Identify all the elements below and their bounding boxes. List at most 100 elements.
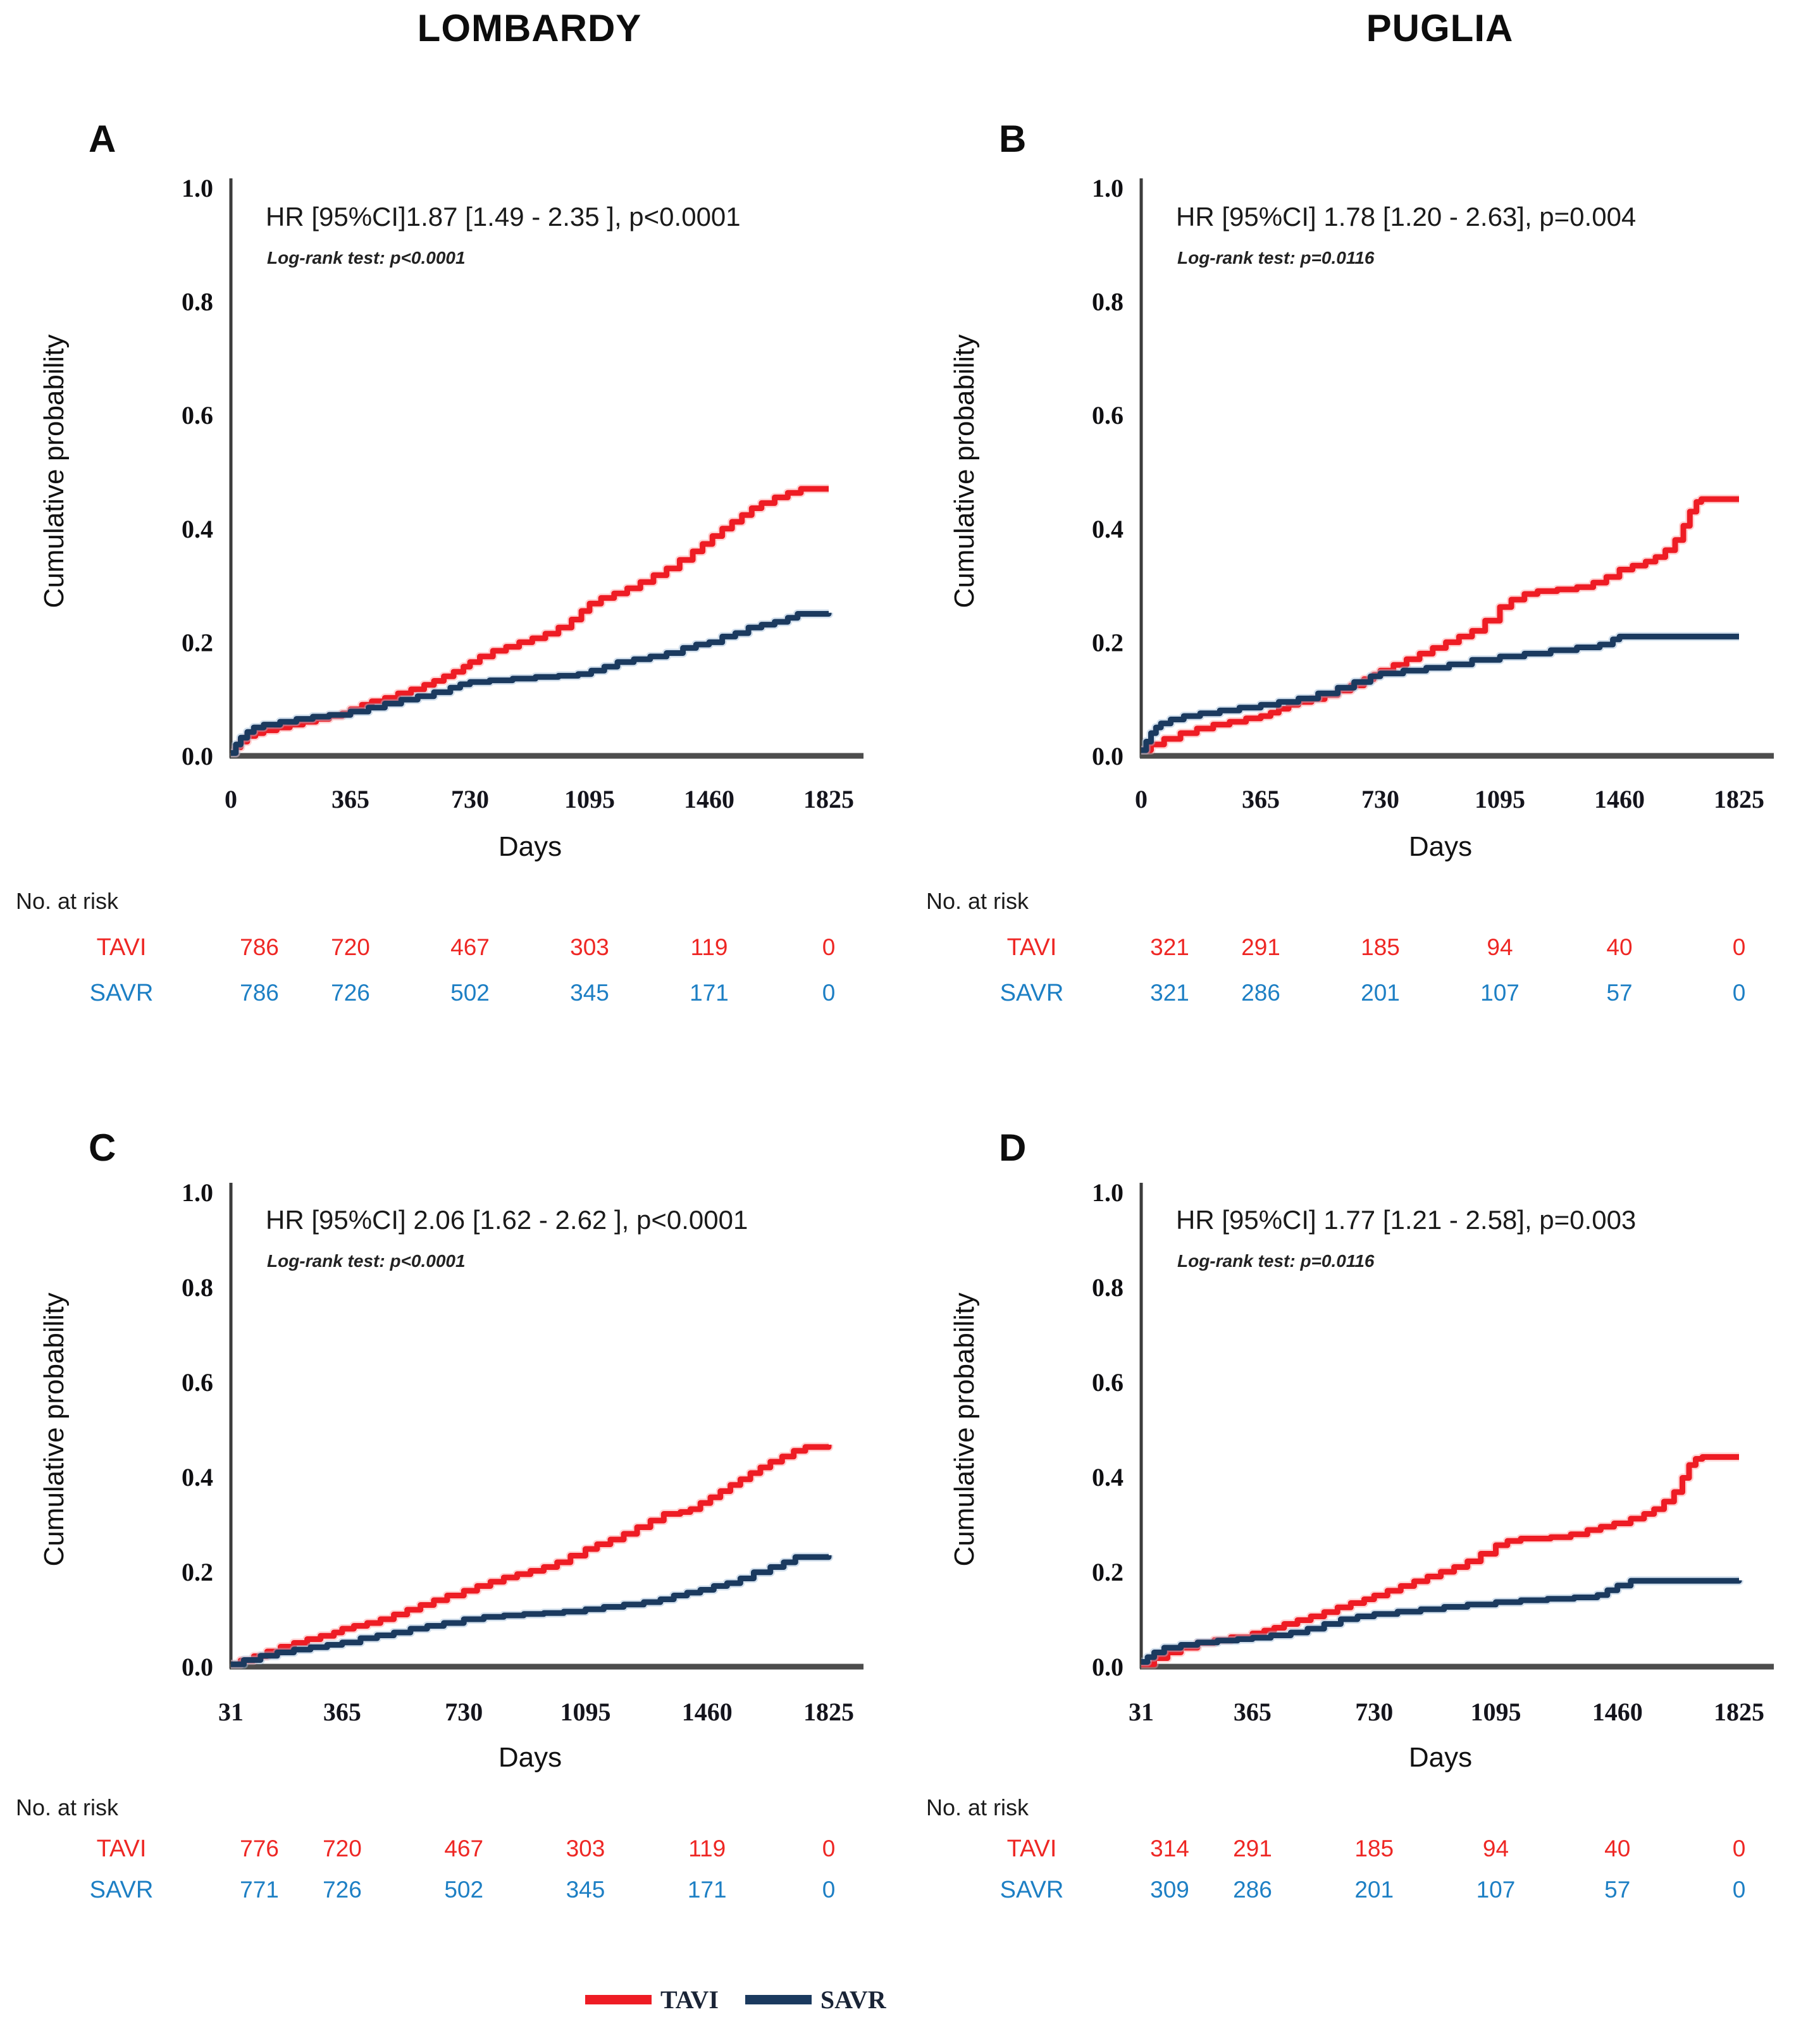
risk-count: 201 — [1354, 1877, 1394, 1903]
risk-count: 291 — [1241, 934, 1280, 960]
savr-curve — [1141, 633, 1739, 753]
x-tick-label: 1460 — [682, 1698, 733, 1726]
y-tick-label: 0.0 — [182, 1653, 213, 1681]
risk-table-title: No. at risk — [16, 888, 119, 914]
risk-count: 720 — [331, 934, 370, 960]
risk-count: 185 — [1361, 934, 1400, 960]
risk-table-title: No. at risk — [926, 888, 1029, 914]
risk-count: 57 — [1604, 1877, 1630, 1903]
risk-table-title: No. at risk — [16, 1794, 119, 1820]
savr-curve — [231, 611, 832, 756]
x-tick-label: 0 — [1135, 785, 1148, 813]
risk-count: 171 — [688, 1877, 727, 1903]
savr-curve-halo — [1141, 1576, 1743, 1667]
x-tick-label: 1825 — [1714, 785, 1764, 813]
x-tick-label: 730 — [451, 785, 489, 813]
panel-letter: C — [89, 1126, 116, 1169]
risk-count: 303 — [566, 1836, 605, 1861]
risk-row-label-tavi: TAVI — [1007, 1836, 1057, 1862]
tavi-curve — [1141, 1454, 1739, 1667]
risk-count: 286 — [1241, 980, 1280, 1006]
panel-letter: B — [999, 118, 1026, 160]
y-tick-label: 0.6 — [182, 401, 213, 429]
savr-legend-label: SAVR — [820, 1985, 886, 2014]
y-tick-label: 1.0 — [1092, 1178, 1124, 1207]
x-tick-label: 31 — [1129, 1698, 1154, 1726]
risk-count: 720 — [323, 1836, 362, 1861]
panel-A: A Cumulative probability HR [95%CI]1.87 … — [16, 118, 864, 1006]
y-tick-label: 0.4 — [1092, 515, 1124, 543]
tavi-curve — [231, 1444, 832, 1667]
risk-count: 786 — [240, 934, 279, 960]
x-axis-title: Days — [1409, 831, 1472, 862]
risk-row-label-tavi: TAVI — [97, 1836, 147, 1862]
x-tick-label: 1460 — [1592, 1698, 1643, 1726]
risk-count: 345 — [566, 1877, 605, 1903]
risk-row-label-tavi: TAVI — [97, 934, 147, 961]
tavi-legend-label: TAVI — [660, 1985, 719, 2014]
risk-row-label-savr: SAVR — [1000, 1877, 1064, 1903]
risk-count: 309 — [1150, 1877, 1189, 1903]
x-tick-label: 1095 — [564, 785, 615, 813]
risk-count: 0 — [822, 934, 836, 960]
savr-curve-halo — [1141, 632, 1739, 755]
x-axis-title: Days — [498, 831, 562, 862]
km-plot: 0.0 0.2 0.4 0.6 0.8 1.0 0 365 730 1095 1460 1825 786… — [182, 174, 864, 1006]
y-tick-label: 0.8 — [182, 288, 213, 316]
x-tick-label: 1825 — [803, 785, 854, 813]
y-tick-label: 0.2 — [1092, 1558, 1124, 1586]
risk-count: 94 — [1483, 1836, 1509, 1861]
risk-count: 171 — [690, 980, 729, 1006]
tavi-curve — [1141, 496, 1739, 753]
risk-count: 321 — [1150, 980, 1189, 1006]
risk-count: 467 — [450, 934, 490, 960]
y-tick-label: 0.8 — [1092, 288, 1124, 316]
km-plot: 0.0 0.2 0.4 0.6 0.8 1.0 0 365 730 1095 1460 1825 321… — [1092, 174, 1774, 1006]
x-tick-label: 1460 — [1594, 785, 1645, 813]
logrank-annotation: Log-rank test: p<0.0001 — [267, 1251, 466, 1271]
x-tick-label: 365 — [1242, 785, 1280, 813]
risk-count: 286 — [1233, 1877, 1272, 1903]
hr-annotation: HR [95%CI] 2.06 [1.62 - 2.62 ], p<0.0001 — [266, 1205, 748, 1235]
column-title-lombardy: LOMBARDY — [417, 7, 642, 49]
risk-count: 786 — [240, 980, 279, 1006]
y-tick-label: 0.0 — [182, 742, 213, 770]
y-tick-label: 0.2 — [182, 628, 213, 657]
x-tick-label: 1460 — [684, 785, 734, 813]
risk-count: 0 — [822, 980, 836, 1006]
risk-count: 303 — [570, 934, 609, 960]
hr-annotation: HR [95%CI]1.87 [1.49 - 2.35 ], p<0.0001 — [266, 202, 741, 231]
risk-count: 726 — [331, 980, 370, 1006]
risk-count: 321 — [1150, 934, 1189, 960]
y-tick-label: 0.4 — [182, 1463, 213, 1491]
x-tick-label: 0 — [225, 785, 237, 813]
savr-line-swatch — [745, 1995, 812, 2004]
legend-item-tavi: TAVI — [585, 1985, 719, 2015]
x-tick-label: 1825 — [1714, 1698, 1764, 1726]
risk-count: 345 — [570, 980, 609, 1006]
legend-item-savr: SAVR — [745, 1985, 886, 2015]
risk-count: 0 — [1733, 1877, 1746, 1903]
x-tick-label: 1095 — [560, 1698, 610, 1726]
y-axis-label: Cumulative probability — [39, 335, 70, 608]
y-tick-label: 0.4 — [182, 515, 213, 543]
legend: TAVI SAVR — [585, 1985, 913, 2015]
y-tick-label: 1.0 — [182, 174, 213, 202]
savr-curve — [231, 1554, 832, 1667]
x-tick-label: 365 — [323, 1698, 361, 1726]
tavi-curve — [231, 486, 829, 756]
risk-count: 502 — [450, 980, 490, 1006]
column-title-puglia: PUGLIA — [1366, 7, 1514, 49]
risk-count: 201 — [1361, 980, 1400, 1006]
x-tick-label: 31 — [218, 1698, 244, 1726]
risk-count: 291 — [1233, 1836, 1272, 1861]
x-tick-label: 730 — [1355, 1698, 1393, 1726]
risk-count: 0 — [822, 1836, 836, 1861]
logrank-annotation: Log-rank test: p<0.0001 — [267, 248, 466, 268]
panel-C: C Cumulative probability HR [95%CI] 2.06… — [16, 1126, 864, 1903]
risk-row-label-savr: SAVR — [90, 980, 154, 1006]
risk-count: 40 — [1604, 1836, 1630, 1861]
x-axis-title: Days — [1409, 1742, 1472, 1773]
logrank-annotation: Log-rank test: p=0.0116 — [1177, 248, 1375, 268]
y-axis-label: Cumulative probability — [949, 1293, 980, 1567]
